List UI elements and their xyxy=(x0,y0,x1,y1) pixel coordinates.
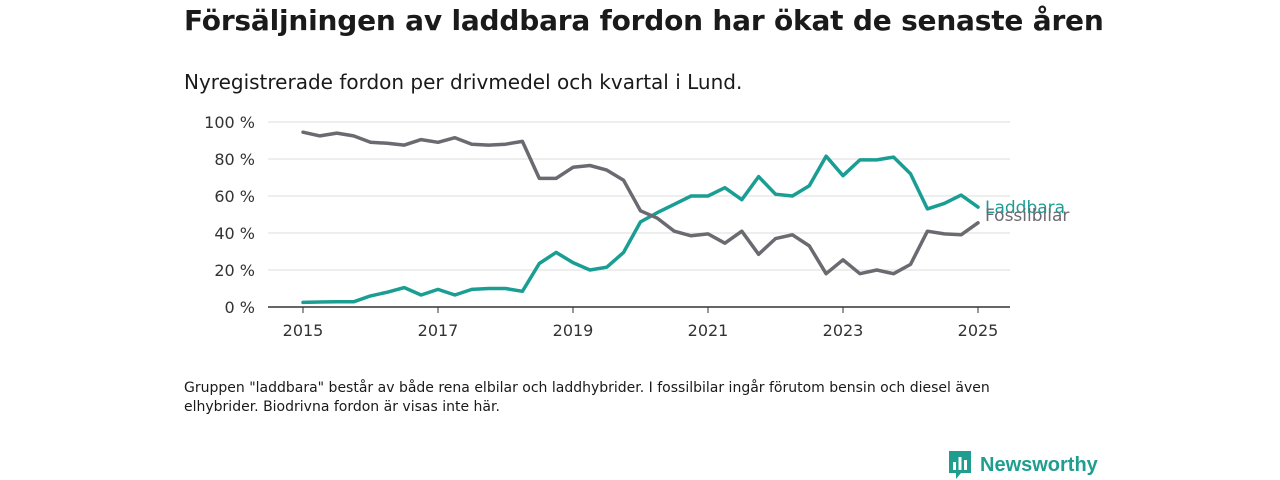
series-line-fossilbilar xyxy=(301,130,980,276)
y-tick-label: 20 % xyxy=(214,261,255,280)
brand-logo[interactable]: Newsworthy xyxy=(948,450,1098,480)
y-tick-label: 80 % xyxy=(214,150,255,169)
x-tick-label: 2017 xyxy=(418,321,459,340)
x-tick-label: 2023 xyxy=(823,321,864,340)
y-axis-tick-labels: 0 % 20 % 40 % 60 % 80 % 100 % xyxy=(204,113,255,317)
chart-subtitle: Nyregistrerade fordon per drivmedel och … xyxy=(184,70,743,94)
y-tick-label: 60 % xyxy=(214,187,255,206)
chart-title: Försäljningen av laddbara fordon har öka… xyxy=(184,4,1104,37)
series-label-fossilbilar: Fossilbilar xyxy=(985,206,1069,226)
series-line-laddbara xyxy=(301,154,980,305)
newsworthy-logo-icon xyxy=(949,451,971,479)
series-lines xyxy=(301,130,980,305)
x-tick-label: 2015 xyxy=(283,321,324,340)
x-tick-label: 2019 xyxy=(553,321,594,340)
x-tick-label: 2021 xyxy=(688,321,729,340)
x-axis: 2015 2017 2019 2021 2023 2025 xyxy=(268,306,1010,340)
y-tick-label: 100 % xyxy=(204,113,255,132)
footnote: Gruppen "laddbara" består av både rena e… xyxy=(184,380,990,415)
y-tick-label: 0 % xyxy=(225,298,255,317)
series-label-laddbara: Laddbara xyxy=(985,198,1065,218)
x-tick-label: 2025 xyxy=(958,321,999,340)
y-tick-label: 40 % xyxy=(214,224,255,243)
brand-name: Newsworthy xyxy=(980,453,1098,476)
line-chart: 0 % 20 % 40 % 60 % 80 % 100 % 2015 2017 2019 202… xyxy=(204,113,1069,340)
